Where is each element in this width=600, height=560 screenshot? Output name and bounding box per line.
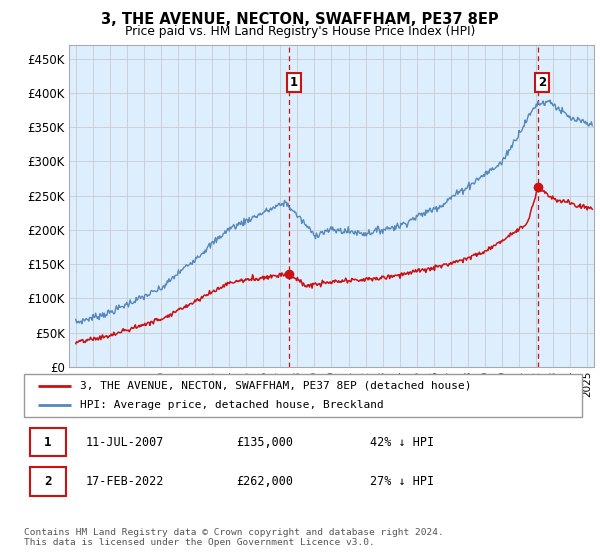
Text: 2: 2 (538, 76, 547, 89)
Text: 2: 2 (44, 475, 52, 488)
Text: 42% ↓ HPI: 42% ↓ HPI (370, 436, 434, 449)
FancyBboxPatch shape (24, 374, 582, 417)
Text: 27% ↓ HPI: 27% ↓ HPI (370, 475, 434, 488)
FancyBboxPatch shape (29, 467, 66, 496)
Text: Contains HM Land Registry data © Crown copyright and database right 2024.
This d: Contains HM Land Registry data © Crown c… (24, 528, 444, 547)
Text: 17-FEB-2022: 17-FEB-2022 (85, 475, 164, 488)
Text: 1: 1 (44, 436, 52, 449)
Text: £262,000: £262,000 (236, 475, 293, 488)
Text: 1: 1 (290, 76, 298, 89)
Text: Price paid vs. HM Land Registry's House Price Index (HPI): Price paid vs. HM Land Registry's House … (125, 25, 475, 38)
Text: 3, THE AVENUE, NECTON, SWAFFHAM, PE37 8EP (detached house): 3, THE AVENUE, NECTON, SWAFFHAM, PE37 8E… (80, 381, 472, 391)
FancyBboxPatch shape (29, 428, 66, 456)
Text: 11-JUL-2007: 11-JUL-2007 (85, 436, 164, 449)
Text: 3, THE AVENUE, NECTON, SWAFFHAM, PE37 8EP: 3, THE AVENUE, NECTON, SWAFFHAM, PE37 8E… (101, 12, 499, 27)
Text: £135,000: £135,000 (236, 436, 293, 449)
Text: HPI: Average price, detached house, Breckland: HPI: Average price, detached house, Brec… (80, 400, 383, 410)
